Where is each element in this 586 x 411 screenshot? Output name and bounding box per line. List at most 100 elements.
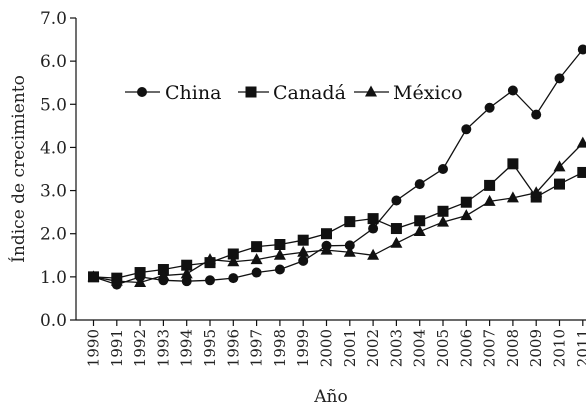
x-tick-label: 1998 [271,329,289,367]
legend-marker-mexico [365,85,377,97]
data-point-china [391,195,402,206]
data-point-mexico [250,253,263,265]
data-point-canada [507,158,519,170]
y-tick-label: 4.0 [40,138,67,158]
data-point-china [414,179,425,190]
y-ticks: 0.0 1.0 2.0 3.0 4.0 5.0 6.0 7.0 [40,9,76,331]
data-point-mexico [204,253,216,265]
legend-label: México [393,82,463,104]
data-point-mexico [367,248,380,260]
x-tick-label: 1993 [154,329,172,367]
y-tick-label: 2.0 [40,225,67,245]
data-point-canada [274,239,286,250]
data-point-china [298,255,309,266]
legend-item-mexico: México [354,82,463,104]
data-point-china [274,264,285,275]
x-tick-label: 1996 [224,329,242,367]
legend-marker-china [137,87,147,97]
legend-marker-canada [245,86,257,98]
data-point-canada [297,234,309,246]
y-tick-label: 1.0 [40,268,67,288]
data-point-canada [484,179,496,191]
data-point-canada [577,166,586,178]
data-point-china [344,240,355,251]
data-point-mexico [483,194,496,206]
data-point-canada [227,248,239,260]
data-point-china [484,102,495,113]
data-point-mexico [180,267,193,279]
x-tick-label: 1990 [85,329,103,367]
axes [75,18,586,321]
data-point-mexico [343,245,356,257]
data-point-mexico [413,225,426,237]
data-point-mexico [530,186,543,198]
x-tick-label: 1994 [178,329,196,367]
series-line-mexico [93,142,584,284]
series-line-canada [93,162,584,279]
x-tick-label: 2002 [364,329,382,367]
data-point-mexico [273,248,286,260]
data-point-canada [554,178,565,190]
x-tick-label: 2009 [527,329,545,367]
data-point-mexico [460,209,473,221]
data-point-mexico [576,136,586,148]
x-tick-label: 2007 [481,329,499,367]
x-tick-label: 2001 [341,329,359,367]
legend: China Canadá México [125,82,463,104]
y-tick-label: 0.0 [40,311,67,331]
x-tick-label: 2010 [551,329,569,367]
data-point-china [531,109,542,120]
data-point-canada [460,196,472,208]
data-point-china [181,276,192,287]
x-tick-label: 2000 [318,329,336,367]
series-group [87,44,586,290]
data-point-mexico [157,269,170,281]
y-axis-title: Índice de crecimiento [8,75,29,263]
y-tick-label: 5.0 [40,95,67,115]
data-point-china [461,124,472,135]
data-point-mexico [110,274,123,286]
data-point-china [577,44,586,55]
data-point-china [554,73,565,84]
y-tick-label: 7.0 [40,9,67,29]
x-tick-label: 2006 [457,329,475,367]
x-ticks: 1990 1991 1992 1993 1994 1995 1996 1997 1998 1999… [85,320,586,367]
x-tick-label: 1995 [201,329,219,367]
data-point-canada [251,241,263,253]
data-point-canada [181,259,193,271]
y-tick-label: 6.0 [40,52,67,72]
series-line-china [93,49,584,286]
series-mexico [87,136,586,287]
x-tick-label: 1999 [294,329,312,367]
data-point-canada [437,205,449,217]
series-canada [88,158,586,284]
data-point-mexico [134,275,147,287]
data-point-mexico [553,160,566,172]
data-point-canada [390,223,402,235]
data-point-china [205,275,215,286]
legend-label: Canadá [273,82,346,104]
data-point-mexico [320,243,333,255]
x-tick-label: 1997 [248,329,266,367]
legend-label: China [165,82,221,104]
x-tick-label: 1991 [108,329,126,367]
x-axis-title: Año [313,387,347,407]
data-point-china [228,273,239,284]
x-tick-label: 2003 [387,329,405,367]
data-point-china [438,164,448,174]
data-point-mexico [227,255,240,267]
x-tick-label: 1992 [131,329,149,367]
data-point-mexico [437,215,449,227]
data-point-mexico [87,270,100,282]
data-point-canada [134,267,146,279]
data-point-mexico [506,191,519,203]
data-point-canada [344,216,356,228]
x-tick-label: 2008 [504,329,522,367]
data-point-china [507,85,518,96]
data-point-china [251,267,262,278]
legend-item-canada: Canadá [238,82,346,104]
x-tick-label: 2011 [574,329,586,367]
data-point-mexico [390,236,403,248]
data-point-canada [321,228,332,240]
